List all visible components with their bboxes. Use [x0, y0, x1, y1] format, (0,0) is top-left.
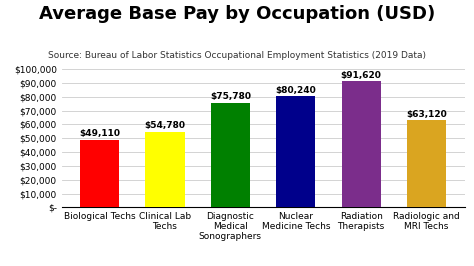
Bar	[276, 97, 315, 207]
Bar	[407, 120, 446, 207]
Bar	[146, 132, 184, 207]
Bar	[80, 140, 119, 207]
Text: Source: Bureau of Labor Statistics Occupational Employment Statistics (2019 Data: Source: Bureau of Labor Statistics Occup…	[48, 51, 426, 60]
Text: $80,240: $80,240	[275, 86, 316, 95]
Text: Average Base Pay by Occupation (USD): Average Base Pay by Occupation (USD)	[39, 5, 435, 23]
Text: $49,110: $49,110	[79, 129, 120, 138]
Text: $75,780: $75,780	[210, 92, 251, 101]
Bar	[211, 103, 250, 207]
Text: $91,620: $91,620	[341, 70, 382, 80]
Text: $54,780: $54,780	[145, 122, 185, 130]
Text: $63,120: $63,120	[406, 110, 447, 119]
Bar	[342, 81, 381, 207]
